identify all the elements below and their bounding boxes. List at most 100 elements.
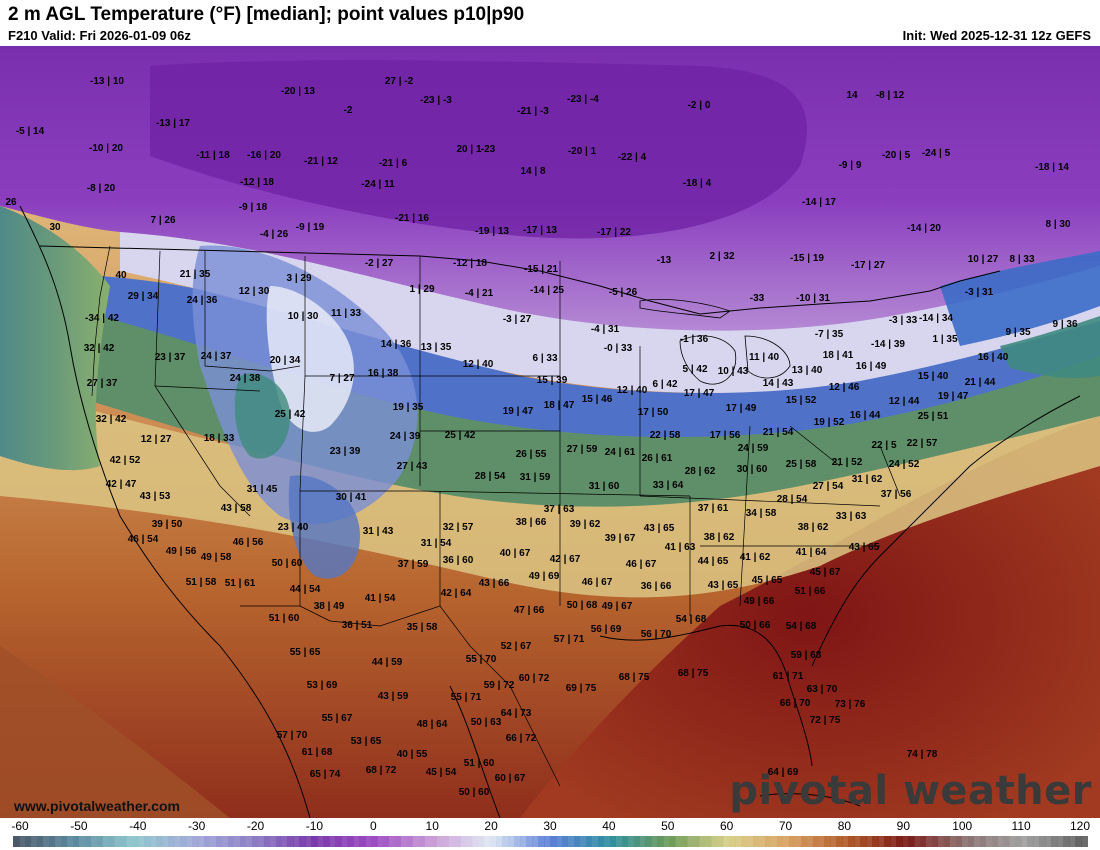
point-value: 63 | 70 xyxy=(806,684,838,695)
color-scale-segment xyxy=(961,836,969,847)
color-scale-segment xyxy=(341,836,348,847)
point-value: 43 | 53 xyxy=(139,491,171,502)
color-scale-segment xyxy=(1081,836,1088,847)
color-scale-segment xyxy=(609,836,617,847)
color-scale-segment xyxy=(621,836,629,847)
point-value: -14 | 34 xyxy=(919,313,953,324)
color-scale-segment xyxy=(800,836,808,847)
color-scale-segment xyxy=(949,836,957,847)
point-value: 24 | 59 xyxy=(737,443,769,454)
color-scale-segment xyxy=(365,836,372,847)
color-scale-segment xyxy=(717,836,724,847)
color-scale-segment xyxy=(585,836,593,847)
color-scale-segment xyxy=(788,836,796,847)
point-value: -13 | 10 xyxy=(90,76,124,87)
color-scale-segment xyxy=(555,836,563,847)
color-scale-segment xyxy=(812,836,820,847)
color-scale-segment xyxy=(1057,836,1064,847)
color-scale-segment xyxy=(579,836,587,847)
point-value: 46 | 67 xyxy=(581,577,613,588)
color-scale-tick: 20 xyxy=(484,819,498,833)
point-value: -2 | 0 xyxy=(687,100,711,111)
point-value: 49 | 69 xyxy=(528,571,560,582)
color-scale-segment xyxy=(96,836,104,847)
point-value: 66 | 70 xyxy=(779,698,811,709)
color-scale-tick: 60 xyxy=(719,819,734,833)
point-value: 22 | 57 xyxy=(906,438,938,449)
point-value: 21 | 54 xyxy=(762,427,794,438)
point-value: 55 | 71 xyxy=(450,692,482,703)
point-value: 59 | 72 xyxy=(483,680,515,691)
color-scale-segment xyxy=(72,836,80,847)
point-value: 43 | 65 xyxy=(848,542,880,553)
point-value: -16 | 20 xyxy=(247,150,281,161)
color-scale-segment xyxy=(908,836,915,847)
color-scale-segment xyxy=(150,836,157,847)
point-value: 38 | 66 xyxy=(515,517,547,528)
point-value: 61 | 71 xyxy=(772,671,804,682)
point-value: -0 | 33 xyxy=(603,343,633,354)
color-scale-segment xyxy=(669,836,676,847)
site-url[interactable]: www.pivotalweather.com xyxy=(14,798,180,814)
point-value: 50 | 68 xyxy=(566,600,598,611)
point-value: 37 | 63 xyxy=(543,504,575,515)
color-scale-segment xyxy=(18,836,26,847)
color-scale-segment xyxy=(919,836,927,847)
point-value: -20 | 13 xyxy=(281,86,315,97)
color-scale-segment xyxy=(323,836,330,847)
point-value: 73 | 76 xyxy=(834,699,866,710)
color-scale-segment xyxy=(233,836,241,847)
color-scale-segment xyxy=(657,836,664,847)
point-value: 66 | 72 xyxy=(505,733,537,744)
color-scale-segment xyxy=(955,836,963,847)
color-scale-bar xyxy=(13,836,1088,847)
point-value: 31 | 59 xyxy=(519,472,551,483)
point-value: 12 | 27 xyxy=(140,434,172,445)
point-value: 24 | 37 xyxy=(200,351,232,362)
point-value: 8 | 33 xyxy=(1009,254,1035,265)
point-value: 64 | 73 xyxy=(500,708,532,719)
point-value: 27 | 43 xyxy=(396,461,428,472)
point-value: 1 | 35 xyxy=(932,334,958,345)
point-value: 42 | 52 xyxy=(109,455,141,466)
point-value: 39 | 67 xyxy=(604,533,636,544)
color-scale-segment xyxy=(902,836,909,847)
color-scale-segment xyxy=(1003,836,1011,847)
color-scale-segment xyxy=(705,836,712,847)
color-scale-segment xyxy=(197,836,205,847)
color-scale-segment xyxy=(967,836,975,847)
color-scale-segment xyxy=(406,836,414,847)
point-value: 36 | 66 xyxy=(640,581,672,592)
point-value: 31 | 45 xyxy=(246,484,278,495)
temperature-map[interactable] xyxy=(0,46,1100,818)
color-scale-segment xyxy=(896,836,903,847)
point-value: -12 | 18 xyxy=(240,177,274,188)
point-value: 33 | 64 xyxy=(652,480,684,491)
color-scale-segment xyxy=(687,836,694,847)
color-scale-segment xyxy=(490,836,497,847)
point-value: 51 | 61 xyxy=(224,578,256,589)
color-scale-segment xyxy=(54,836,62,847)
point-value: 18 | 47 xyxy=(543,400,575,411)
point-value: -15 | 19 xyxy=(790,253,824,264)
point-value: 46 | 54 xyxy=(127,534,159,545)
color-scale-segment xyxy=(597,836,605,847)
point-value: 27 | 59 xyxy=(566,444,598,455)
color-scale-segment xyxy=(538,836,545,847)
point-value: 39 | 62 xyxy=(569,519,601,530)
point-value: 12 | 40 xyxy=(462,359,494,370)
color-scale-segment xyxy=(281,836,289,847)
color-scale-tick: -40 xyxy=(129,819,147,833)
point-value: 15 | 39 xyxy=(536,375,568,386)
point-value: -21 | -3 xyxy=(517,106,549,117)
color-scale-segment xyxy=(466,836,474,847)
color-scale-segment xyxy=(520,836,527,847)
point-value: 31 | 62 xyxy=(851,474,883,485)
point-value: 20 | 1 xyxy=(456,144,482,155)
point-value: 17 | 47 xyxy=(683,388,715,399)
color-scale: -60 -50 -40 -30 -20 -10 0 10 20 30 40 50 60 70 80 90 100… xyxy=(0,818,1100,850)
point-value: 14 | 43 xyxy=(762,378,794,389)
point-value: -33 xyxy=(749,293,765,304)
point-value: 65 | 74 xyxy=(309,769,341,780)
color-scale-segment xyxy=(1039,836,1046,847)
